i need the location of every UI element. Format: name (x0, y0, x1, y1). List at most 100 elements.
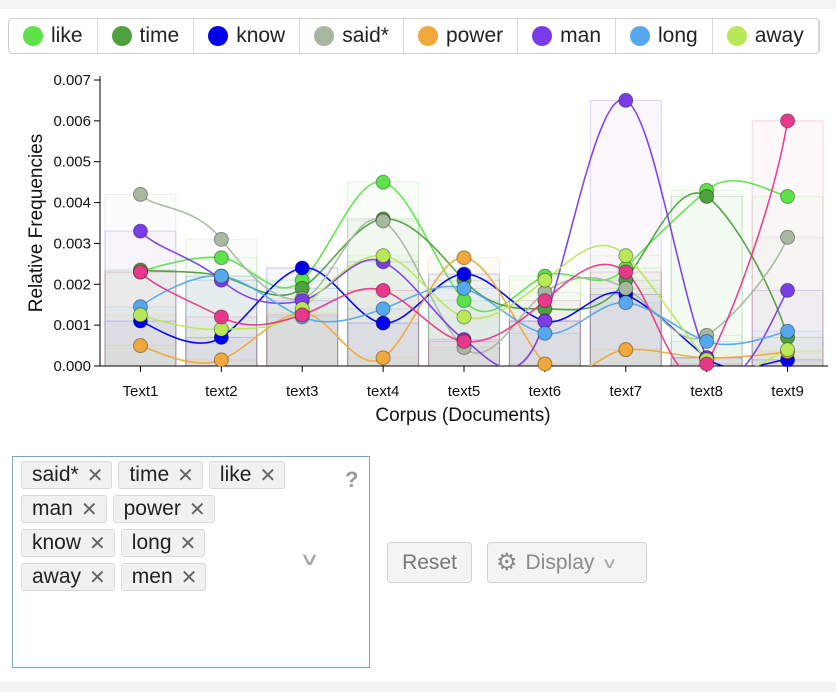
term-tag-label: time (129, 463, 169, 487)
data-point-long (619, 296, 633, 310)
data-point-time (700, 189, 714, 203)
data-point-said* (214, 232, 228, 246)
y-tick-label: 0.002 (53, 276, 91, 293)
term-tag-list: said* ✕ time ✕ like ✕ man ✕ power ✕ know ✕ long ✕ away… (21, 461, 301, 597)
term-tag: know ✕ (21, 529, 115, 557)
term-tag-label: long (132, 531, 172, 555)
remove-tag-icon[interactable]: ✕ (180, 531, 197, 556)
data-point-away (133, 308, 147, 322)
data-point-long (376, 302, 390, 316)
term-tag-label: men (132, 565, 173, 589)
chevron-down-icon: ∨ (602, 554, 618, 572)
term-tag: said* ✕ (21, 461, 112, 489)
data-point-like (781, 189, 795, 203)
term-tag: away ✕ (21, 563, 115, 591)
trends-chart: 0.000 0.001 0.002 0.003 0.004 0.005 0.006 0.007… (0, 0, 836, 440)
x-tick-label: text5 (448, 383, 481, 400)
data-point-men (457, 334, 471, 348)
term-tag-label: man (32, 497, 73, 521)
x-tick-label: text6 (529, 383, 562, 400)
data-point-man (781, 283, 795, 297)
y-tick-label: 0.004 (53, 195, 91, 212)
data-point-man (133, 224, 147, 238)
data-point-said* (619, 281, 633, 295)
term-tag: time ✕ (118, 461, 202, 489)
reset-button[interactable]: Reset (387, 542, 472, 583)
data-point-away (376, 249, 390, 263)
x-tick-label: text8 (690, 383, 723, 400)
remove-tag-icon[interactable]: ✕ (89, 531, 106, 556)
y-tick-label: 0.007 (53, 72, 91, 89)
data-point-said* (133, 187, 147, 201)
display-label: Display (526, 551, 595, 575)
data-point-man (619, 93, 633, 107)
y-tick-label: 0.006 (53, 113, 91, 130)
x-tick-label: text2 (205, 383, 238, 400)
data-point-away (781, 343, 795, 357)
data-point-away (457, 310, 471, 324)
data-point-know (295, 261, 309, 275)
remove-tag-icon[interactable]: ✕ (89, 565, 106, 590)
data-point-men (619, 265, 633, 279)
term-tag: man ✕ (21, 495, 107, 523)
remove-tag-icon[interactable]: ✕ (81, 497, 98, 522)
term-tag-label: know (32, 531, 81, 555)
remove-tag-icon[interactable]: ✕ (181, 565, 198, 590)
data-point-long (781, 324, 795, 338)
data-point-know (457, 267, 471, 281)
data-point-power (376, 351, 390, 365)
data-point-know (376, 316, 390, 330)
term-selector[interactable]: said* ✕ time ✕ like ✕ man ✕ power ✕ know ✕ long ✕ away… (12, 456, 370, 668)
data-point-power (214, 353, 228, 367)
data-point-away (538, 273, 552, 287)
data-point-power (133, 339, 147, 353)
data-point-men (538, 294, 552, 308)
y-tick-label: 0.003 (53, 235, 91, 252)
x-tick-label: text9 (771, 383, 804, 400)
data-point-away (619, 249, 633, 263)
term-tag-label: said* (32, 463, 79, 487)
y-tick-label: 0.000 (53, 358, 91, 375)
x-tick-label: Text1 (123, 383, 159, 400)
bar-layer (105, 100, 823, 366)
x-axis-label: Corpus (Documents) (375, 405, 550, 426)
y-tick-label: 0.001 (53, 317, 91, 334)
remove-tag-icon[interactable]: ✕ (259, 463, 276, 488)
data-point-power (619, 343, 633, 357)
data-point-long (538, 326, 552, 340)
help-icon[interactable]: ? (345, 467, 358, 493)
data-point-power (538, 357, 552, 371)
data-point-like (376, 175, 390, 189)
remove-tag-icon[interactable]: ✕ (189, 497, 206, 522)
x-tick-label: text7 (610, 383, 643, 400)
data-point-said* (781, 230, 795, 244)
x-tick-label: text3 (286, 383, 319, 400)
term-tag-label: power (124, 497, 181, 521)
data-point-power (457, 251, 471, 265)
display-button[interactable]: ⚙ Display ∨ (487, 542, 647, 583)
remove-tag-icon[interactable]: ✕ (177, 463, 194, 488)
remove-tag-icon[interactable]: ✕ (87, 463, 104, 488)
term-tag: power ✕ (113, 495, 215, 523)
data-point-men (214, 310, 228, 324)
data-point-long (214, 269, 228, 283)
data-point-men (700, 357, 714, 371)
data-point-men (133, 265, 147, 279)
gear-icon: ⚙ (496, 548, 518, 577)
data-point-men (295, 308, 309, 322)
term-tag-label: like (220, 463, 252, 487)
data-point-men (376, 283, 390, 297)
term-tag: like ✕ (209, 461, 285, 489)
term-tag-label: away (32, 565, 81, 589)
data-point-long (700, 334, 714, 348)
y-axis-label: Relative Frequencies (26, 134, 47, 312)
term-tag: men ✕ (121, 563, 207, 591)
data-point-long (457, 281, 471, 295)
chevron-down-icon[interactable]: ∨ (299, 549, 320, 570)
x-tick-label: text4 (367, 383, 400, 400)
data-point-like (214, 251, 228, 265)
data-point-said* (376, 214, 390, 228)
term-tag: long ✕ (121, 529, 205, 557)
data-point-men (781, 114, 795, 128)
y-tick-label: 0.005 (53, 154, 91, 171)
